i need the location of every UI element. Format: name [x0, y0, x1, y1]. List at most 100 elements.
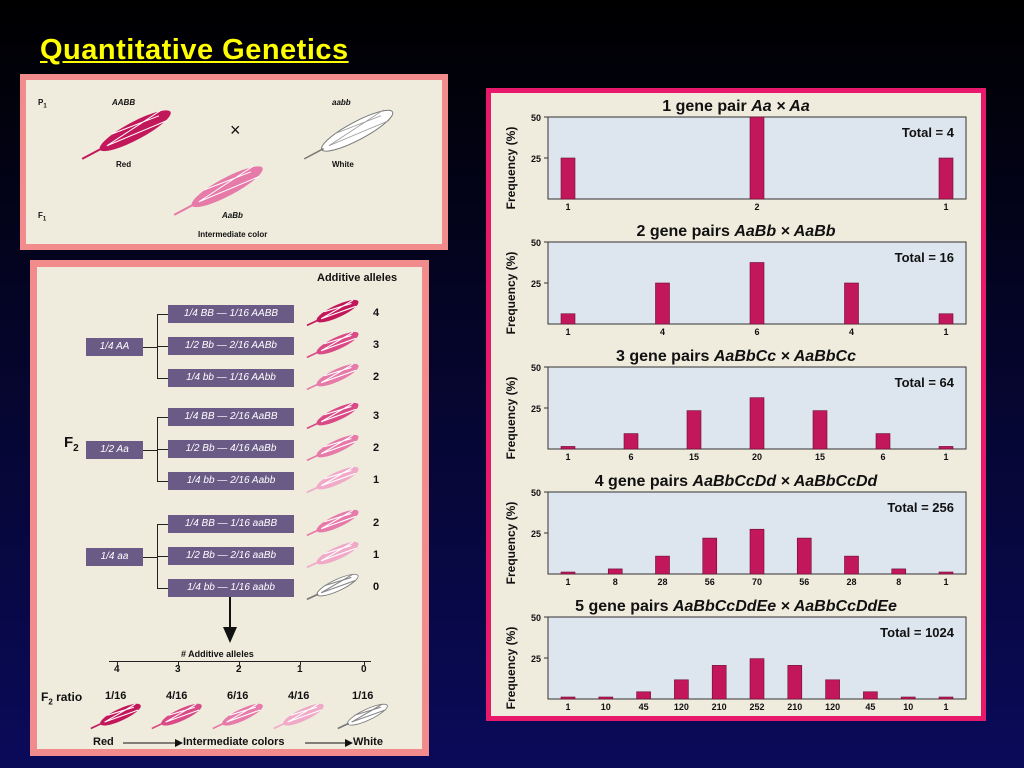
chart-category-label: 1 — [565, 702, 570, 712]
parent-genotype-box: 1/4 aa — [86, 548, 143, 566]
summary-ratio: 4/16 — [166, 690, 188, 702]
chart-bar — [938, 696, 954, 700]
summary-tick — [239, 661, 240, 665]
chart-ylabel: Frequency (%) — [504, 127, 518, 210]
chart-category-label: 56 — [705, 577, 715, 587]
wheat-ear-icon — [306, 299, 359, 327]
red-parent-genotype: AABB — [112, 98, 136, 107]
chart-bar — [844, 282, 859, 325]
chart-bar — [674, 679, 689, 700]
chart-category-label: 1 — [565, 202, 570, 212]
additive-allele-count: 3 — [373, 339, 380, 351]
wheat-ear-icon — [303, 400, 365, 436]
chart-category-label: 210 — [787, 702, 802, 712]
chart-category-label: 2 — [754, 202, 759, 212]
chart-bar — [636, 691, 651, 700]
chart-ylabel: Frequency (%) — [504, 627, 518, 710]
chart-bar — [560, 696, 576, 700]
red-wheat-ear-icon — [81, 109, 171, 160]
chart-bar — [938, 571, 954, 575]
wheat-ear-icon — [306, 466, 359, 494]
chart-bar — [749, 116, 765, 200]
chart-title: 1 gene pair Aa × Aa — [662, 98, 810, 115]
summary-header: # Additive alleles — [181, 649, 254, 659]
genotype-row-box: 1/4 BB — 1/16 aaBB — [168, 515, 294, 533]
white-parent-label: White — [332, 160, 354, 169]
chart-category-label: 6 — [754, 327, 759, 337]
wheat-ear-icon — [306, 573, 359, 601]
genotype-row-box: 1/4 bb — 2/16 Aabb — [168, 472, 294, 490]
wheat-ear-icon — [303, 571, 365, 607]
cross-symbol: × — [230, 120, 241, 140]
chart-ytick-label: 25 — [531, 529, 541, 539]
chart-ytick-label: 25 — [531, 404, 541, 414]
wheat-ear-icon — [303, 297, 365, 333]
f2-label: F2 — [64, 434, 79, 454]
f1-color-label: Intermediate color — [198, 230, 268, 239]
genotype-row-box: 1/4 BB — 2/16 AaBB — [168, 408, 294, 426]
bracket-stem — [143, 557, 157, 558]
wheat-ear-icon — [303, 539, 365, 575]
additive-allele-count: 4 — [373, 307, 380, 319]
chart-title: 4 gene pairs AaBbCcDd × AaBbCcDd — [595, 473, 879, 490]
chart-category-label: 45 — [639, 702, 649, 712]
wheat-ear-icon — [306, 541, 359, 569]
chart-bar — [863, 691, 878, 700]
chart-bar — [938, 157, 954, 200]
chart-category-label: 10 — [903, 702, 913, 712]
genotype-row-box: 1/4 bb — 1/16 AAbb — [168, 369, 294, 387]
parent-genotype-box: 1/4 AA — [86, 338, 143, 356]
f1-label: F1 — [38, 211, 47, 223]
chart-bar — [560, 446, 576, 450]
scale-arrow-2-icon — [305, 739, 353, 747]
bracket-branch — [157, 556, 168, 557]
chart-category-label: 252 — [749, 702, 764, 712]
summary-wheat-ear-icon — [209, 701, 269, 736]
summary-ratio: 1/16 — [352, 690, 374, 702]
summary-wheat-ear-icon — [337, 703, 388, 730]
summary-tick — [364, 661, 365, 665]
chart-ytick-label: 50 — [531, 363, 541, 373]
chart-total: Total = 4 — [902, 125, 955, 140]
chart-category-label: 6 — [880, 452, 885, 462]
chart-category-label: 1 — [565, 577, 570, 587]
wheat-ear-icon — [306, 363, 359, 391]
summary-axis-line — [109, 661, 371, 662]
additive-allele-count: 2 — [373, 371, 380, 383]
wheat-ear-icon — [303, 507, 365, 543]
chart-bar — [623, 433, 639, 450]
wheat-ear-icon — [306, 434, 359, 462]
bracket-branch — [157, 524, 168, 525]
summary-wheat-ear-icon — [151, 703, 202, 730]
additive-allele-count: 0 — [373, 581, 380, 593]
bracket-branch — [157, 346, 168, 347]
chart-bar — [560, 157, 576, 200]
summary-wheat-ear-icon — [212, 703, 263, 730]
chart-ytick-label: 25 — [531, 279, 541, 289]
chart-bar — [891, 568, 907, 575]
chart-ytick-label: 50 — [531, 613, 541, 623]
chart-total: Total = 16 — [895, 250, 954, 265]
chart-category-label: 56 — [799, 577, 809, 587]
chart-ylabel: Frequency (%) — [504, 377, 518, 460]
summary-allele-count: 4 — [114, 664, 120, 675]
chart-total: Total = 256 — [887, 500, 954, 515]
chart-ytick-label: 50 — [531, 113, 541, 123]
additive-alleles-header: Additive alleles — [317, 272, 398, 284]
chart-bar — [560, 571, 576, 575]
additive-allele-count: 1 — [373, 549, 380, 561]
chart-bar — [844, 555, 859, 575]
chart-category-label: 70 — [752, 577, 762, 587]
frequency-charts-panel: 1 gene pair Aa × Aa Frequency (%) 25 50 Tota… — [486, 88, 986, 721]
wheat-ear-icon — [303, 361, 365, 397]
bracket-stem — [143, 450, 157, 451]
p1-label: P1 — [38, 98, 47, 110]
chart-category-label: 210 — [712, 702, 727, 712]
chart-title: 5 gene pairs AaBbCcDdEe × AaBbCcDdEe — [575, 598, 897, 615]
chart-bar — [938, 313, 954, 325]
chart-bar — [655, 282, 670, 325]
chart-category-label: 120 — [674, 702, 689, 712]
chart-category-label: 1 — [943, 702, 948, 712]
chart-category-label: 8 — [896, 577, 901, 587]
wheat-ear-icon — [303, 432, 365, 468]
